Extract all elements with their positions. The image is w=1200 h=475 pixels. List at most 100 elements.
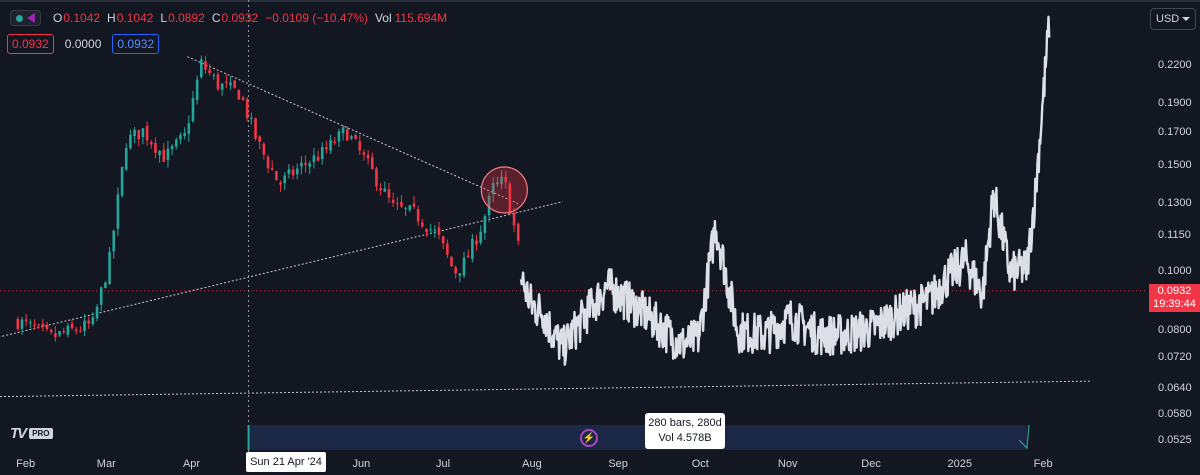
candle-body: [421, 222, 424, 227]
candle: [504, 170, 508, 189]
candle-body: [220, 83, 224, 90]
candle: [37, 323, 40, 329]
candle-body: [79, 330, 82, 332]
tradingview-logo[interactable]: TV PRO: [10, 425, 53, 442]
candle: [429, 223, 432, 235]
candle-body: [254, 118, 257, 139]
candle-body: [204, 61, 207, 70]
candle: [337, 128, 341, 147]
candle-body: [483, 216, 487, 233]
candle-body: [16, 318, 20, 330]
candle-body: [496, 182, 499, 185]
candle: [408, 204, 412, 213]
candle-body: [175, 139, 178, 147]
candle-body: [295, 168, 299, 175]
candle-body: [283, 175, 287, 184]
candle-body: [241, 97, 245, 100]
candle-body: [145, 125, 149, 141]
candle: [200, 55, 203, 79]
candle-body: [337, 131, 341, 142]
candle: [295, 163, 299, 180]
candle: [300, 156, 303, 175]
candle: [266, 154, 270, 174]
candle: [383, 181, 387, 193]
candle-body: [454, 267, 457, 274]
candle: [496, 176, 499, 187]
candle: [229, 76, 232, 91]
price-tick-label: 0.1150: [1158, 228, 1191, 241]
candle: [341, 124, 345, 141]
candle-body: [383, 188, 387, 192]
candle-body: [491, 183, 495, 195]
candle: [329, 134, 332, 154]
candle-body: [329, 139, 332, 151]
candle-body: [250, 117, 253, 119]
candle: [283, 172, 287, 190]
candle: [345, 126, 349, 141]
candle: [446, 239, 449, 258]
price-tick-label: 0.0640: [1158, 382, 1192, 395]
candle-body: [99, 287, 103, 305]
candle-body: [333, 141, 337, 144]
candle: [145, 121, 149, 146]
candle: [308, 160, 312, 174]
candle: [387, 182, 391, 203]
candle: [129, 129, 132, 150]
candle-body: [316, 156, 320, 161]
candle-body: [20, 319, 24, 329]
price-tick-label: 0.0720: [1158, 351, 1192, 364]
candle: [304, 155, 307, 173]
candle-body: [308, 163, 312, 167]
candle: [312, 147, 316, 169]
candle: [79, 326, 82, 333]
time-tick-label: Mar: [96, 458, 116, 470]
candle: [91, 311, 95, 327]
candle: [204, 56, 207, 74]
low-label: L: [160, 11, 168, 25]
candle-body: [366, 154, 370, 159]
candle-body: [208, 69, 211, 74]
time-tick-label: Aug: [522, 458, 542, 470]
candle-body: [229, 82, 232, 86]
candle: [116, 187, 120, 236]
candle: [16, 316, 20, 331]
candle-body: [312, 155, 316, 163]
candle: [425, 228, 428, 237]
buy-price-pill[interactable]: 0.0932: [112, 34, 160, 54]
candle-body: [216, 74, 220, 90]
candle-body: [275, 170, 278, 181]
support-trendline: [0, 201, 563, 338]
price-tick-label: 0.1300: [1158, 196, 1192, 209]
currency-select[interactable]: USD: [1150, 8, 1196, 30]
range-bars-text: 280 bars, 280d: [648, 417, 722, 429]
symbol-badge[interactable]: [10, 10, 41, 26]
candle-body: [258, 136, 261, 142]
candle: [124, 143, 128, 172]
sell-price-pill[interactable]: 0.0932: [7, 34, 54, 54]
candle: [396, 196, 399, 211]
candle-body: [158, 150, 161, 156]
candle: [325, 140, 328, 154]
tv-mark-icon: TV: [10, 425, 27, 442]
candle: [162, 142, 166, 163]
candle: [462, 251, 466, 279]
candle: [83, 313, 86, 337]
candle: [421, 218, 424, 229]
candle-body: [41, 323, 45, 327]
date-range-band: [248, 425, 1027, 450]
candle-body: [45, 324, 49, 329]
lightning-icon[interactable]: ⚡: [580, 429, 598, 447]
candle-body: [287, 169, 291, 174]
candle: [262, 142, 266, 160]
candle: [500, 170, 503, 190]
candle: [370, 152, 374, 170]
candle: [41, 318, 45, 332]
candle-body: [58, 331, 61, 336]
candle: [166, 141, 170, 168]
candle: [491, 177, 495, 203]
price-tick-label: 0.0580: [1158, 407, 1192, 420]
candle-body: [149, 141, 153, 145]
last-price-label: 0.0932 19:39:44: [1149, 284, 1200, 312]
candle: [216, 71, 220, 92]
